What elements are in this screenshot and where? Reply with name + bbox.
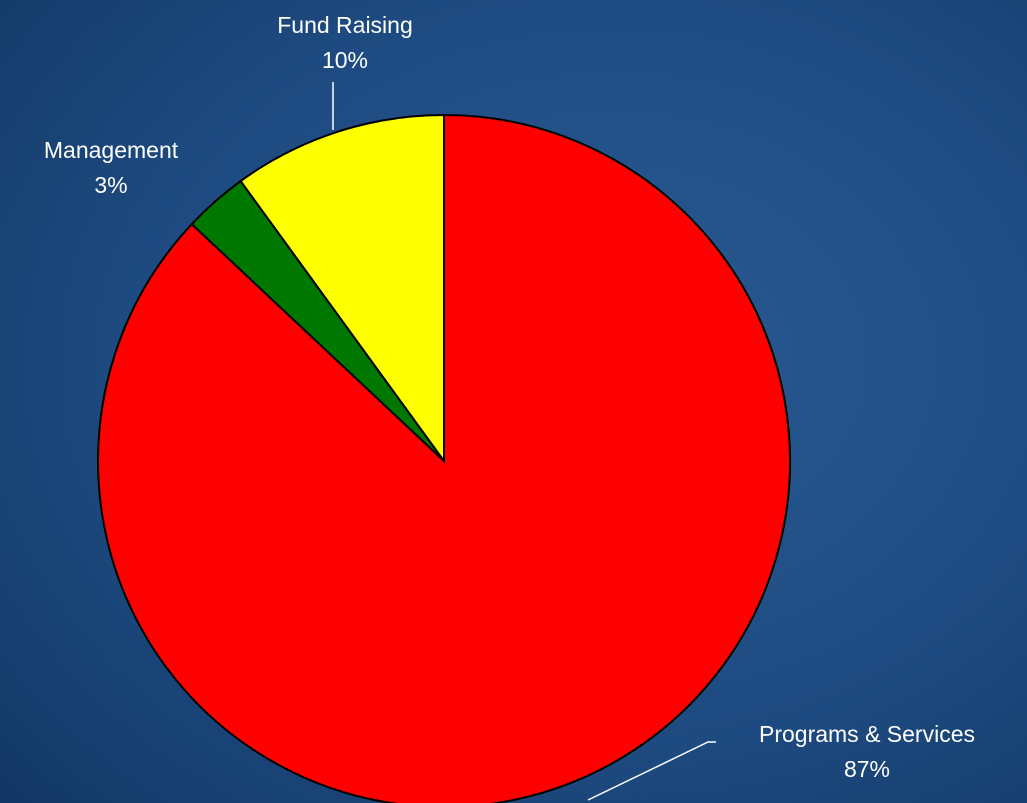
slice-label: Fund Raising xyxy=(277,12,413,38)
slice-label: Management xyxy=(44,137,179,163)
pie xyxy=(98,115,790,803)
chart: Programs & Services 87% Management 3% Fund R… xyxy=(0,0,1027,803)
value-label: 10% xyxy=(322,47,368,73)
slice-label: Programs & Services xyxy=(759,721,975,747)
value-label: 3% xyxy=(94,172,127,198)
value-label: 87% xyxy=(844,756,890,782)
